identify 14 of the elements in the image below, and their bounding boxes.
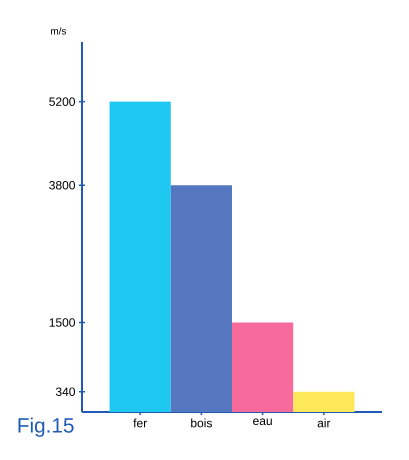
x-tick-label: bois xyxy=(191,418,212,428)
x-tick-label: eau xyxy=(253,418,272,426)
y-axis-title: m/s xyxy=(51,27,66,35)
y-tick-label: 3800 xyxy=(49,180,75,190)
y-tick-label: 1500 xyxy=(50,318,75,327)
bar xyxy=(110,102,171,412)
y-tick-label: 340 xyxy=(56,387,75,396)
x-tick-label: fer xyxy=(133,418,147,428)
caption: Fig.15 xyxy=(18,418,74,437)
bar xyxy=(170,185,232,412)
bar xyxy=(232,322,294,412)
y-tick-label: 5200 xyxy=(49,97,75,106)
bar xyxy=(293,392,354,412)
x-tick-label: air xyxy=(318,418,330,428)
